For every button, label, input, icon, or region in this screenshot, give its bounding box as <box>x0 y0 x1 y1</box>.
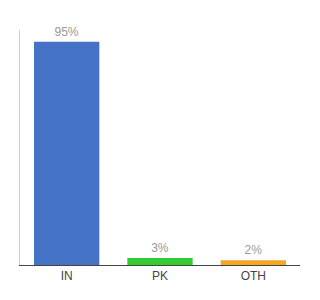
svg-text:PK: PK <box>152 269 168 283</box>
svg-text:OTH: OTH <box>241 269 266 283</box>
svg-text:IN: IN <box>61 269 73 283</box>
svg-text:3%: 3% <box>151 241 169 255</box>
svg-text:95%: 95% <box>54 25 78 39</box>
svg-text:2%: 2% <box>244 243 262 257</box>
